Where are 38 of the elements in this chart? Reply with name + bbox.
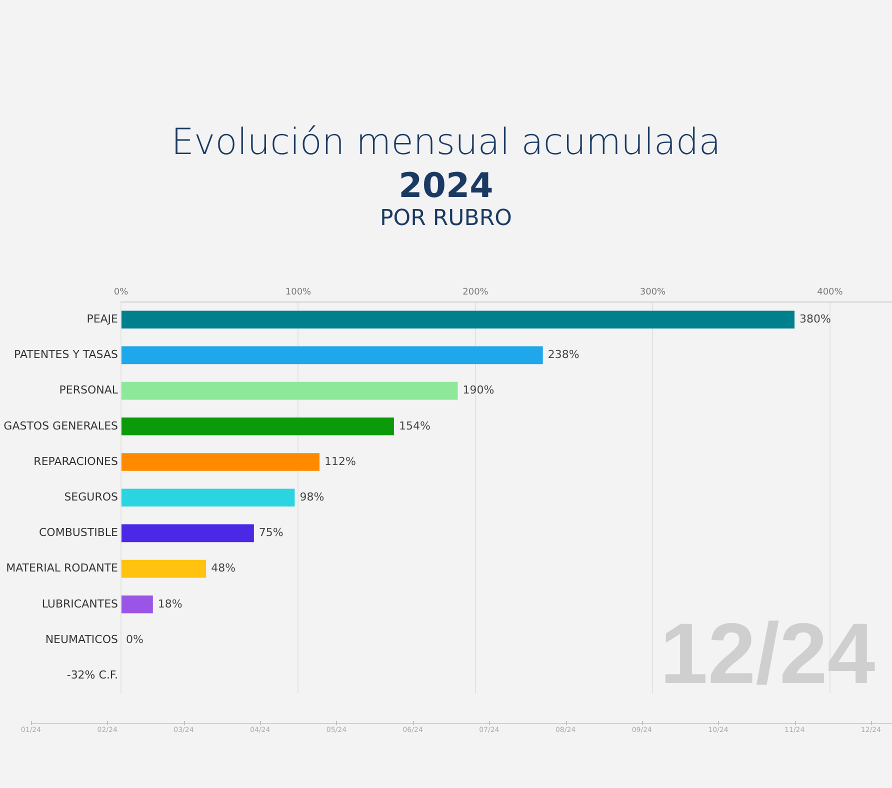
- y-tick-label: SEGUROS: [64, 490, 118, 504]
- data-label: 18%: [158, 597, 182, 610]
- text: POR RUBRO: [379, 206, 513, 231]
- chart-subtitle: 2024: [398, 166, 494, 206]
- x-tick-label: 100%: [285, 288, 312, 298]
- bar: [122, 382, 458, 400]
- x-tick-label: 200%: [462, 288, 489, 298]
- y-tick-label: NEUMATICOS: [45, 632, 118, 646]
- y-tick-label: -32% C.F.: [66, 668, 118, 682]
- chart-title: Evolución mensual acumulada: [170, 122, 722, 163]
- bar: [122, 524, 254, 542]
- bar: [122, 346, 543, 364]
- y-tick-label: LUBRICANTES: [42, 597, 118, 610]
- y-tick-label: COMBUSTIBLE: [39, 526, 118, 540]
- data-label: 48%: [211, 562, 236, 575]
- bar: [122, 310, 795, 328]
- data-label: 190%: [462, 384, 494, 397]
- x-tick-label: 400%: [817, 288, 844, 298]
- bar: [122, 453, 320, 471]
- data-label: 154%: [398, 419, 430, 432]
- bar: [122, 488, 295, 506]
- y-tick-label: PATENTES Y TASAS: [14, 348, 118, 362]
- data-label: 380%: [800, 312, 831, 326]
- y-tick-label: PEAJE: [86, 312, 118, 326]
- y-tick-label: GASTOS GENERALES: [4, 419, 118, 432]
- data-label: 112%: [324, 454, 356, 468]
- y-tick-label: PERSONAL: [59, 384, 119, 397]
- data-label: 98%: [300, 490, 324, 504]
- bar: [122, 560, 206, 578]
- y-tick-label: MATERIAL RODANTE: [6, 562, 118, 575]
- bar: [122, 596, 153, 614]
- x-tick-label: 300%: [640, 288, 666, 298]
- data-label: 238%: [548, 348, 580, 362]
- y-tick-label: REPARACIONES: [34, 454, 118, 468]
- data-label: 0%: [126, 632, 144, 646]
- bar: [122, 418, 394, 436]
- x-tick-label: 0%: [114, 288, 129, 298]
- data-label: 75%: [258, 526, 284, 540]
